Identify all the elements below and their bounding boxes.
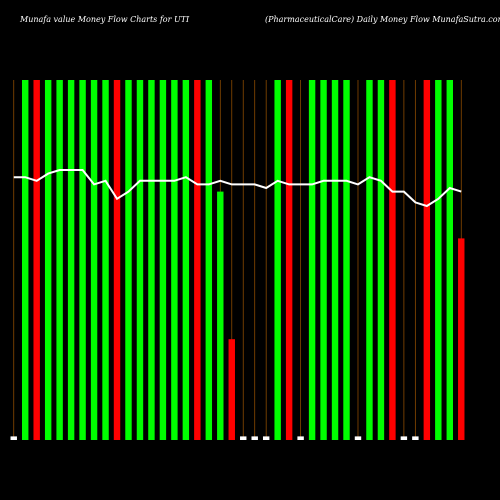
bar <box>458 238 465 440</box>
bar <box>205 80 213 440</box>
flow-line <box>13 169 462 208</box>
bar <box>102 80 109 440</box>
bar <box>320 80 327 440</box>
bar <box>21 80 29 440</box>
bar <box>56 80 63 440</box>
bar <box>331 80 339 440</box>
bar <box>125 80 132 440</box>
bar <box>435 80 442 440</box>
bar <box>377 80 385 440</box>
chart-title: Munafa value Money Flow Charts for UTI <box>19 15 190 24</box>
bar <box>274 80 281 440</box>
bar <box>182 80 190 440</box>
bar <box>33 80 40 440</box>
bar <box>343 80 350 440</box>
bar <box>194 80 201 440</box>
bar <box>446 80 454 440</box>
bar <box>354 436 362 440</box>
bar <box>285 80 293 440</box>
bar <box>240 436 247 440</box>
bar <box>389 80 396 440</box>
bar <box>136 80 144 440</box>
bar <box>113 80 121 440</box>
bar <box>171 80 178 440</box>
bar <box>251 436 258 440</box>
bar <box>67 80 75 440</box>
bar <box>148 80 155 440</box>
bar <box>412 436 419 440</box>
bar <box>262 436 270 440</box>
bar <box>308 80 316 440</box>
bar <box>79 80 86 440</box>
bar <box>10 436 17 440</box>
bar <box>217 191 224 440</box>
bar <box>423 80 431 440</box>
bar <box>44 80 52 440</box>
bar <box>90 80 98 440</box>
chart-subtitle: (PharmaceuticalCare) Daily Money Flow Mu… <box>265 15 500 24</box>
bar <box>366 80 373 440</box>
bar <box>400 436 408 440</box>
bar <box>297 436 304 440</box>
bar <box>228 339 235 440</box>
bar <box>159 80 167 440</box>
